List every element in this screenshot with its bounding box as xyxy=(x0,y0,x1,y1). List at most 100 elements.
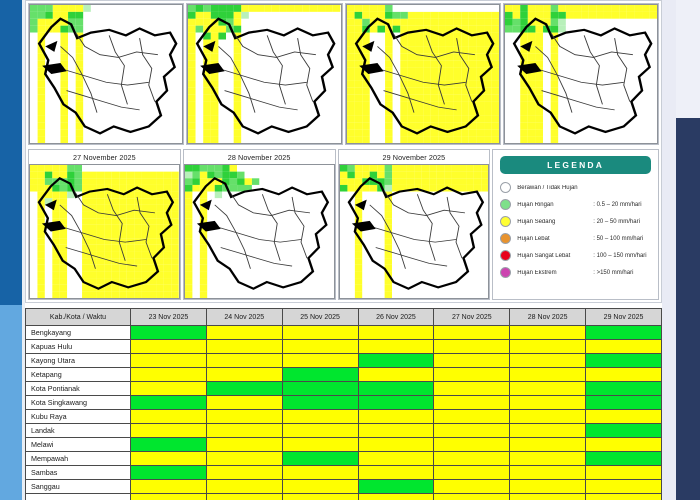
maps-row-bottom: 27 November 2025 28 November 2025 29 Nov… xyxy=(26,147,661,302)
forecast-cell-yellow xyxy=(585,339,662,354)
legend-item-label: Berawan / Tidak Hujan xyxy=(517,184,578,191)
forecast-cell-yellow xyxy=(205,465,283,480)
forecast-cell-green xyxy=(130,325,207,340)
legend-color-swatch-icon xyxy=(500,233,512,244)
legend-item-range: : 0.5 – 20 mm/hari xyxy=(593,201,642,208)
forecast-cell-yellow xyxy=(281,325,359,340)
forecast-cell-yellow xyxy=(357,437,435,452)
forecast-cell-yellow xyxy=(509,339,587,354)
forecast-cell-yellow xyxy=(281,493,359,500)
region-name-cell: Melawi xyxy=(25,437,131,452)
forecast-cell-yellow xyxy=(585,493,662,500)
legend-item-range: : 100 – 150 mm/hari xyxy=(593,252,647,259)
legend-title: LEGENDA xyxy=(500,156,651,174)
region-name-cell: Ketapang xyxy=(25,367,131,382)
region-name-cell: Mempawah xyxy=(25,451,131,466)
forecast-cell-yellow xyxy=(585,437,662,452)
table-row: Melawi xyxy=(25,437,662,452)
forecast-cell-green xyxy=(585,395,662,410)
forecast-cell-yellow xyxy=(585,479,662,494)
forecast-cell-yellow xyxy=(130,381,207,396)
forecast-cell-yellow xyxy=(433,381,511,396)
forecast-cell-yellow xyxy=(509,479,587,494)
map-tile-23-nov[interactable] xyxy=(28,3,185,145)
forecast-cell-green xyxy=(357,479,435,494)
forecast-cell-yellow xyxy=(585,465,662,480)
region-name-cell: Bengkayang xyxy=(25,325,131,340)
forecast-cell-yellow xyxy=(433,479,511,494)
region-name-cell xyxy=(25,493,131,500)
legend-item-label: Hujan Sedang xyxy=(517,218,556,225)
table-header-date[interactable]: 29 Nov 2025 xyxy=(585,308,662,326)
forecast-cell-yellow xyxy=(205,437,283,452)
forecast-cell-green xyxy=(205,381,283,396)
forecast-cell-green xyxy=(585,353,662,368)
legend-item-label: Hujan Lebat xyxy=(517,235,550,242)
region-name-cell: Sambas xyxy=(25,465,131,480)
left-sidebar-bottom xyxy=(0,305,22,500)
forecast-cell-yellow xyxy=(130,409,207,424)
legend-item-list: Berawan / Tidak Hujan Hujan Ringan : 0.5 –… xyxy=(500,180,651,280)
forecast-cell-green xyxy=(130,437,207,452)
map-canvas-2 xyxy=(188,5,341,143)
map-tile-29-nov[interactable]: 29 November 2025 xyxy=(337,149,491,300)
forecast-cell-yellow xyxy=(205,451,283,466)
forecast-cell-yellow xyxy=(205,367,283,382)
legend-item-label: Hujan Ringan xyxy=(517,201,554,208)
forecast-cell-green xyxy=(585,423,662,438)
forecast-cell-yellow xyxy=(509,353,587,368)
forecast-cell-green xyxy=(130,395,207,410)
legend-item-label: Hujan Sangat Lebat xyxy=(517,252,571,259)
table-header-date[interactable]: 24 Nov 2025 xyxy=(205,308,283,326)
map-tile-25-nov[interactable] xyxy=(344,3,501,145)
legend-item: Hujan Ekstrem: >150 mm/hari xyxy=(500,265,651,280)
region-name-cell: Kubu Raya xyxy=(25,409,131,424)
forecast-cell-yellow xyxy=(281,409,359,424)
region-name-cell: Sanggau xyxy=(25,479,131,494)
legend-item: Hujan Sedang: 20 – 50 mm/hari xyxy=(500,214,651,229)
rainfall-map-image xyxy=(183,164,335,299)
forecast-cell-yellow xyxy=(130,479,207,494)
right-gutter-top xyxy=(676,0,700,118)
legend-item-range: : >150 mm/hari xyxy=(593,269,634,276)
table-row: Kubu Raya xyxy=(25,409,662,424)
forecast-cell-green xyxy=(357,395,435,410)
table-row: Kota Pontianak xyxy=(25,381,662,396)
table-header-date[interactable]: 25 Nov 2025 xyxy=(281,308,359,326)
table-header-date[interactable]: 23 Nov 2025 xyxy=(130,308,207,326)
forecast-cell-yellow xyxy=(509,465,587,480)
table-row: Sanggau xyxy=(25,479,662,494)
region-name-cell: Kota Pontianak xyxy=(25,381,131,396)
forecast-cell-green xyxy=(130,465,207,480)
map-canvas-3 xyxy=(346,5,499,143)
map-tile-27-nov[interactable]: 27 November 2025 xyxy=(28,149,181,300)
forecast-cell-yellow xyxy=(433,493,511,500)
forecast-cell-yellow xyxy=(509,395,587,410)
region-name-cell: Kota Singkawang xyxy=(25,395,131,410)
table-header-region[interactable]: Kab./Kota / Waktu xyxy=(25,308,131,326)
region-name-cell: Landak xyxy=(25,423,131,438)
legend-item: Hujan Lebat: 50 – 100 mm/hari xyxy=(500,231,651,246)
left-sidebar-top xyxy=(0,0,22,305)
map-tile-28-nov[interactable]: 28 November 2025 xyxy=(182,149,336,300)
forecast-cell-yellow xyxy=(281,465,359,480)
map-canvas-1 xyxy=(30,5,183,143)
table-row xyxy=(25,493,662,500)
forecast-cell-yellow xyxy=(281,423,359,438)
forecast-cell-green xyxy=(585,325,662,340)
forecast-cell-yellow xyxy=(205,409,283,424)
rainfall-map-image xyxy=(29,164,180,299)
table-header-date[interactable]: 28 Nov 2025 xyxy=(509,308,587,326)
forecast-cell-yellow xyxy=(585,367,662,382)
rainfall-map-image xyxy=(187,4,342,144)
map-tile-24-nov[interactable] xyxy=(186,3,343,145)
table-header-date[interactable]: 27 Nov 2025 xyxy=(433,308,511,326)
forecast-cell-yellow xyxy=(281,437,359,452)
table-header-date[interactable]: 26 Nov 2025 xyxy=(357,308,435,326)
map-tile-26-nov[interactable] xyxy=(502,3,659,145)
forecast-cell-yellow xyxy=(357,367,435,382)
forecast-cell-yellow xyxy=(433,437,511,452)
forecast-cell-green xyxy=(357,381,435,396)
legend-color-swatch-icon xyxy=(500,267,512,278)
